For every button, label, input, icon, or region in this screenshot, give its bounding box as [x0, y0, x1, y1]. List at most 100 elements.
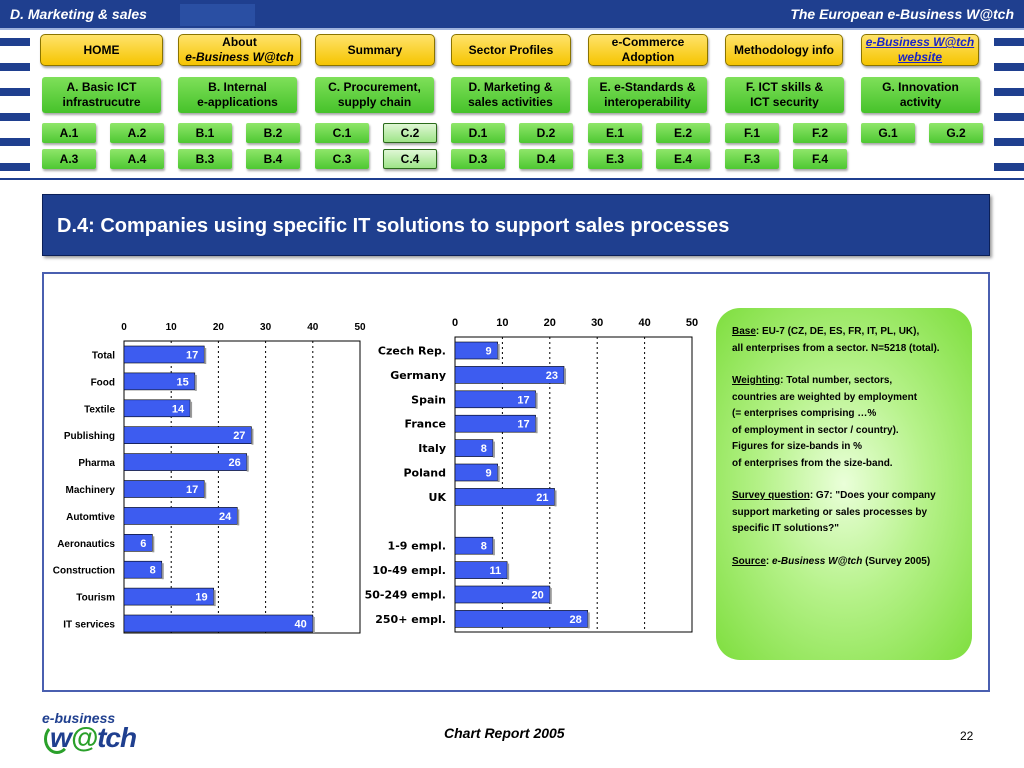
weighting-line: (= enterprises comprising …%	[732, 408, 877, 419]
category-label: Pharma	[78, 458, 115, 469]
category-label: Total	[92, 351, 115, 362]
section-sublabel: activity	[899, 95, 942, 109]
bar-shadow	[213, 590, 216, 607]
section-button-b[interactable]: B. Internal e-applications	[178, 77, 297, 113]
bar-shadow	[204, 348, 207, 364]
category-label: Textile	[84, 404, 115, 415]
sub-button-d-3[interactable]: D.3	[451, 149, 505, 169]
source-label: Source	[732, 555, 766, 567]
methodology-info-button[interactable]: Methodology info	[725, 34, 843, 66]
category-label: 1-9 empl.	[388, 540, 446, 553]
ecommerce-adoption-label: e-Commerce	[611, 35, 685, 49]
survey-note: Survey question: G7: "Does your company	[732, 488, 958, 505]
sub-button-c-2[interactable]: C.2	[383, 123, 437, 143]
sub-button-e-4[interactable]: E.4	[656, 149, 710, 169]
sub-button-f-3[interactable]: F.3	[725, 149, 779, 169]
sector-profiles-button[interactable]: Sector Profiles	[451, 34, 571, 66]
category-label: 250+ empl.	[375, 613, 446, 626]
section-button-f[interactable]: F. ICT skills & ICT security	[725, 77, 844, 113]
sub-button-c-3[interactable]: C.3	[315, 149, 369, 169]
sub-button-a-3[interactable]: A.3	[42, 149, 96, 169]
data-label: 19	[195, 592, 207, 604]
data-label: 17	[186, 484, 198, 496]
data-label: 6	[140, 538, 146, 550]
sub-button-b-2[interactable]: B.2	[246, 123, 300, 143]
bar-shadow	[492, 539, 495, 556]
tick-label: 50	[686, 317, 698, 329]
base-note: Base: EU-7 (CZ, DE, ES, FR, IT, PL, UK),	[732, 324, 958, 341]
bar-shadow	[507, 563, 510, 580]
category-label: Publishing	[64, 431, 115, 442]
category-label: IT services	[63, 620, 115, 631]
sub-button-e-2[interactable]: E.2	[656, 123, 710, 143]
data-label: 11	[489, 565, 501, 577]
bar-shadow	[497, 344, 500, 360]
category-label: Automtive	[66, 512, 115, 523]
bar-shadow	[554, 490, 557, 507]
home-button[interactable]: HOME	[40, 34, 163, 66]
sub-button-a-1[interactable]: A.1	[42, 123, 96, 143]
top-header-bar: D. Marketing & sales The European e-Busi…	[0, 0, 1024, 30]
section-label: A. Basic ICT	[66, 80, 137, 94]
data-label: 17	[186, 350, 198, 362]
section-label: D. Marketing &	[468, 80, 553, 94]
sub-button-b-4[interactable]: B.4	[246, 149, 300, 169]
bar-shadow	[152, 536, 155, 553]
bar-shadow	[190, 401, 193, 418]
tick-label: 0	[452, 317, 458, 329]
category-label: Poland	[403, 467, 446, 480]
survey-text: : G7: "Does your company	[809, 490, 936, 501]
sub-button-e-1[interactable]: E.1	[588, 123, 642, 143]
methodology-info-label: Methodology info	[734, 42, 834, 57]
bar	[454, 439, 494, 457]
summary-button[interactable]: Summary	[315, 34, 435, 66]
section-sublabel: ICT security	[750, 95, 819, 109]
category-label: Construction	[53, 566, 115, 577]
section-button-e[interactable]: E. e-Standards & interoperability	[588, 77, 707, 113]
weighting-text: : Total number, sectors,	[780, 375, 893, 386]
data-label: 27	[233, 430, 245, 442]
section-sublabel: sales activities	[468, 95, 553, 109]
section-button-d[interactable]: D. Marketing & sales activities	[451, 77, 570, 113]
sub-button-b-1[interactable]: B.1	[178, 123, 232, 143]
bar-shadow	[194, 374, 197, 391]
sub-button-c-4[interactable]: C.4	[383, 149, 437, 169]
sub-button-e-3[interactable]: E.3	[588, 149, 642, 169]
sub-button-d-2[interactable]: D.2	[519, 123, 573, 143]
data-label: 15	[177, 376, 189, 388]
right-decor-stripes	[994, 38, 1024, 188]
tick-label: 10	[166, 322, 178, 333]
source-text: (Survey 2005)	[862, 555, 931, 567]
sector-profiles-button-label: Sector Profiles	[468, 42, 554, 57]
weighting-line: of employment in sector / country).	[732, 424, 899, 436]
data-label: 17	[517, 394, 529, 406]
about-button[interactable]: About e-Business W@tch	[178, 34, 301, 66]
data-label: 9	[486, 468, 492, 480]
sub-button-d-4[interactable]: D.4	[519, 149, 573, 169]
tick-label: 40	[638, 317, 650, 329]
sub-button-f-4[interactable]: F.4	[793, 149, 847, 169]
category-label: Aeronautics	[57, 539, 115, 550]
sub-button-d-1[interactable]: D.1	[451, 123, 505, 143]
category-label: 10-49 empl.	[372, 564, 446, 577]
sub-button-c-1[interactable]: C.1	[315, 123, 369, 143]
sub-button-b-3[interactable]: B.3	[178, 149, 232, 169]
sub-button-a-2[interactable]: A.2	[110, 123, 164, 143]
sub-button-f-1[interactable]: F.1	[725, 123, 779, 143]
sub-button-a-4[interactable]: A.4	[110, 149, 164, 169]
section-button-a[interactable]: A. Basic ICT infrastrucutre	[42, 77, 161, 113]
data-label: 40	[295, 619, 307, 631]
bar-shadow	[312, 617, 315, 633]
website-link-button[interactable]: e-Business W@tch website	[861, 34, 979, 66]
about-button-label: About	[222, 35, 257, 49]
bar-shadow	[535, 392, 538, 409]
sub-button-f-2[interactable]: F.2	[793, 123, 847, 143]
section-button-c[interactable]: C. Procurement, supply chain	[315, 77, 434, 113]
weighting-label: Weighting	[732, 375, 781, 386]
ecommerce-adoption-button[interactable]: e-Commerce Adoption	[588, 34, 708, 66]
section-button-g[interactable]: G. Innovation activity	[861, 77, 980, 113]
sub-button-g-2[interactable]: G.2	[929, 123, 983, 143]
sub-button-g-1[interactable]: G.1	[861, 123, 915, 143]
website-link-label: e-Business W@tch	[865, 35, 975, 49]
